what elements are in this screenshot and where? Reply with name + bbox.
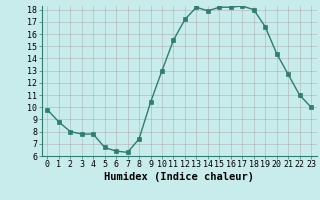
X-axis label: Humidex (Indice chaleur): Humidex (Indice chaleur) (104, 172, 254, 182)
